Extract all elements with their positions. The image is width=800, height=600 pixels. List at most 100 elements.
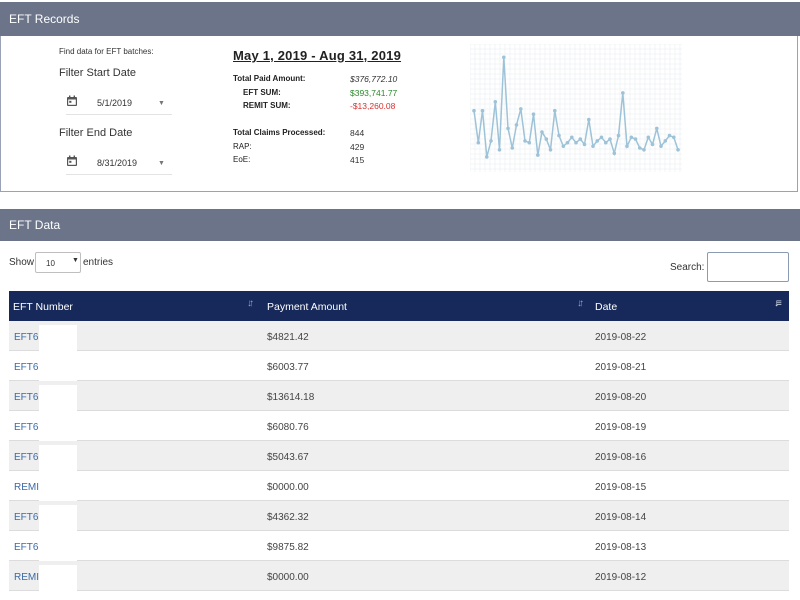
sparkline-point — [595, 139, 600, 143]
end-date-picker[interactable]: 8/31/2019 ▼ — [66, 153, 172, 175]
eft-number-cell: EFT68 — [9, 321, 263, 351]
caret-down-icon: ▼ — [158, 160, 165, 167]
payment-amount-cell: $9875.82 — [267, 542, 309, 553]
table-row: REMIT $0000.00 2019-08-15 — [9, 471, 789, 501]
column-header-eft-number[interactable]: EFT Number ↓↑ — [9, 291, 263, 321]
eft-number-link[interactable]: EFT68 — [14, 362, 45, 373]
eft-number-link[interactable]: EFT68 — [14, 422, 45, 433]
sparkline-point — [480, 108, 485, 113]
sparkline-point — [472, 108, 476, 113]
date-cell: 2019-08-16 — [595, 452, 647, 463]
caret-down-icon: ▼ — [72, 257, 79, 264]
sparkline-point — [570, 135, 574, 140]
entries-select[interactable]: 10 — [35, 252, 81, 273]
sparkline-point — [565, 140, 570, 145]
eft-number-link[interactable]: REMIT — [14, 482, 46, 493]
payment-amount-cell: $13614.18 — [267, 392, 315, 403]
claims-label: Total Claims Processed: — [233, 128, 326, 137]
payment-amount-cell: $5043.67 — [267, 452, 309, 463]
payment-sparkline-chart — [470, 44, 682, 172]
table-row: EFT68 $4362.32 2019-08-14 — [9, 501, 789, 531]
sparkline-point — [519, 107, 523, 111]
eoe-label: EoE: — [233, 155, 251, 164]
sparkline-point — [557, 133, 561, 138]
sparkline-point — [536, 153, 540, 157]
eft-number-link[interactable]: EFT68 — [14, 512, 45, 523]
search-input[interactable] — [707, 252, 789, 282]
eft-number-link[interactable]: EFT68 — [14, 332, 45, 343]
table-row: EFT68 $5043.67 2019-08-16 — [9, 441, 789, 471]
sparkline-point — [578, 137, 583, 141]
remit-sum-value: -$13,260.08 — [350, 101, 396, 111]
rap-label: RAP: — [233, 142, 252, 151]
table-row: EFT68 $6003.77 2019-08-21 — [9, 351, 789, 381]
table-header-row: EFT Number ↓↑ Payment Amount ↓↑ Date ↓≡ — [9, 291, 789, 321]
sparkline-point — [582, 142, 587, 147]
sparkline-point — [531, 112, 536, 116]
sparkline-point — [638, 146, 642, 150]
eft-number-cell: REMIT — [9, 471, 263, 501]
eft-data-title: EFT Data — [9, 218, 61, 232]
date-cell: 2019-08-19 — [595, 422, 647, 433]
sparkline-point — [510, 146, 515, 150]
rap-value: 429 — [350, 142, 365, 152]
calendar-icon — [67, 155, 77, 166]
redaction-mask — [39, 325, 77, 351]
date-cell: 2019-08-12 — [595, 572, 647, 583]
date-cell: 2019-08-20 — [595, 392, 647, 403]
eft-data-header: EFT Data — [0, 209, 800, 241]
sparkline-point — [553, 108, 557, 113]
sparkline-point — [506, 126, 510, 131]
start-date-picker[interactable]: 5/1/2019 ▼ — [66, 93, 172, 115]
sparkline-point — [476, 140, 481, 145]
eft-sum-label: EFT SUM: — [243, 88, 281, 97]
table-row: EFT68 $9875.82 2019-08-13 — [9, 531, 789, 561]
redaction-mask — [39, 505, 77, 531]
sparkline-point — [629, 135, 634, 140]
sparkline-point — [621, 91, 625, 95]
payment-amount-cell: $0000.00 — [267, 482, 309, 493]
sparkline-point — [672, 135, 676, 140]
sparkline-point — [625, 144, 629, 148]
show-label: Show — [9, 257, 35, 268]
filter-start-label: Filter Start Date — [59, 67, 137, 79]
table-row: EFT68 $13614.18 2019-08-20 — [9, 381, 789, 411]
table-row: EFT68 $4821.42 2019-08-22 — [9, 321, 789, 351]
sparkline-point — [659, 144, 663, 148]
sort-icon: ↓↑ — [247, 298, 254, 309]
sparkline-point — [676, 148, 680, 152]
sparkline-point — [608, 137, 612, 141]
eft-data-table: EFT Number ↓↑ Payment Amount ↓↑ Date ↓≡ … — [9, 291, 789, 591]
redaction-mask — [39, 385, 77, 411]
sparkline-point — [489, 139, 493, 143]
sort-icon: ↓↑ — [577, 298, 584, 309]
entries-label: entries — [83, 257, 114, 268]
eft-number-link[interactable]: EFT68 — [14, 392, 45, 403]
sparkline-point — [574, 140, 578, 145]
eft-number-cell: EFT68 — [9, 351, 263, 381]
eoe-value: 415 — [350, 155, 365, 165]
sparkline-point — [561, 144, 566, 148]
eft-records-title: EFT Records — [9, 12, 80, 26]
sparkline-point — [650, 142, 655, 147]
sparkline-point — [604, 140, 608, 145]
sparkline-point — [544, 137, 549, 141]
eft-number-link[interactable]: EFT68 — [14, 542, 45, 553]
redaction-mask — [39, 535, 77, 561]
sparkline-point — [502, 55, 506, 60]
date-cell: 2019-08-14 — [595, 512, 647, 523]
eft-number-link[interactable]: EFT68 — [14, 452, 45, 463]
payment-amount-cell: $0000.00 — [267, 572, 309, 583]
sparkline-point — [646, 135, 651, 140]
column-header-payment-amount[interactable]: Payment Amount ↓↑ — [263, 291, 591, 321]
sparkline-point — [548, 148, 553, 152]
column-header-date[interactable]: Date ↓≡ — [591, 291, 789, 321]
eft-number-cell: EFT68 — [9, 441, 263, 471]
sparkline-point — [663, 139, 668, 143]
calendar-icon — [67, 95, 77, 106]
sparkline-point — [540, 130, 544, 134]
sparkline-point — [493, 100, 498, 104]
sparkline-point — [616, 133, 621, 138]
eft-number-link[interactable]: REMIT — [14, 572, 46, 583]
redaction-mask — [39, 445, 77, 471]
